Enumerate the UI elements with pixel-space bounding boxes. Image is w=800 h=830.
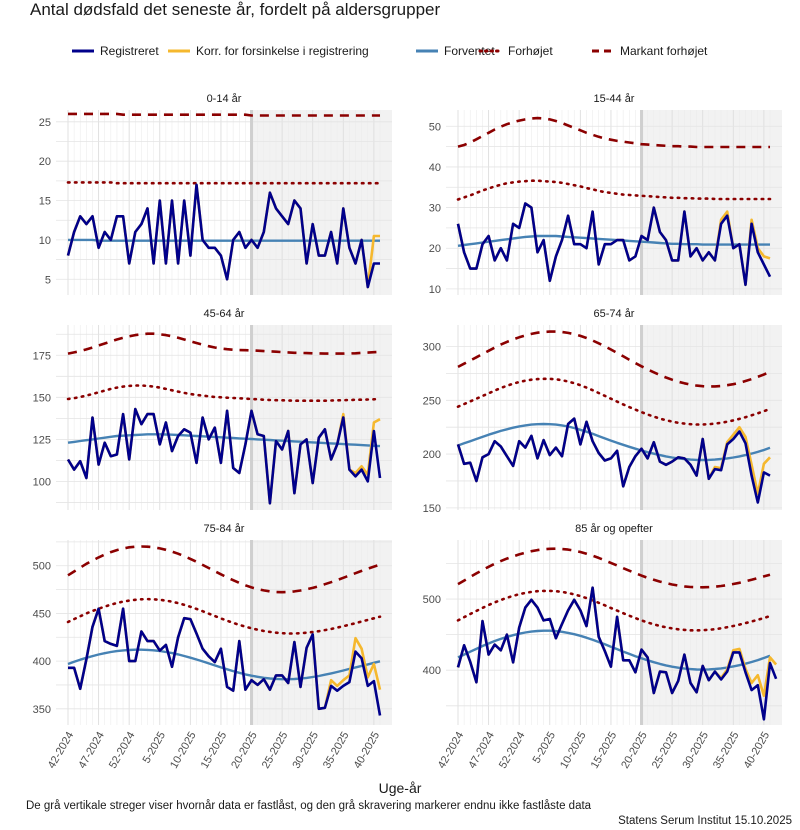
- panel-6: 85 år og opefter 400 500 42-2024 47-2024 52-2…: [423, 523, 782, 771]
- x-tick-label: 35-2025: [711, 730, 742, 771]
- series-registered: [66, 407, 382, 505]
- legend-label: Korr. for forsinkelse i registrering: [196, 44, 369, 58]
- legend-swatch: [592, 49, 614, 53]
- y-tick-label: 25: [39, 117, 51, 129]
- x-tick-label: 10-2025: [558, 730, 589, 771]
- y-tick-label: 300: [423, 342, 441, 354]
- series-elevated: [66, 181, 382, 185]
- panel-title: 0-14 år: [207, 93, 242, 105]
- series-elevated: [456, 179, 772, 201]
- x-tick-label: 52-2024: [497, 730, 528, 771]
- y-tick-label: 200: [423, 449, 441, 461]
- y-tick-label: 400: [423, 665, 441, 677]
- y-tick-label: 10: [39, 235, 51, 247]
- not-locked-shading: [641, 325, 782, 510]
- x-tick-label: 5-2025: [141, 730, 169, 766]
- x-tick-label: 42-2024: [46, 730, 77, 771]
- x-tick-label: 15-2025: [199, 730, 230, 771]
- y-tick-label: 15: [39, 196, 51, 208]
- series-elevated: [456, 377, 772, 426]
- chart-title: Antal dødsfald det seneste år, fordelt p…: [30, 0, 441, 19]
- x-tick-label: 20-2025: [619, 730, 650, 771]
- panel-5: 75-84 år 350 400 450 500 42-2024 47-2024 52-202…: [33, 523, 392, 771]
- y-tick-label: 50: [429, 121, 441, 133]
- series-elevated: [66, 597, 382, 635]
- x-tick-label: 42-2024: [436, 730, 467, 771]
- x-tick-label: 20-2025: [229, 730, 260, 771]
- series-expected: [457, 422, 771, 462]
- x-tick-label: 15-2025: [589, 730, 620, 771]
- panel-1: 0-14 år 5 10 15 20 25: [39, 93, 392, 295]
- x-tick-label: 30-2025: [290, 730, 321, 771]
- x-tick-label: 40-2025: [352, 730, 383, 771]
- y-tick-label: 350: [33, 704, 51, 716]
- panel-title: 15-44 år: [594, 93, 635, 105]
- series-registered: [66, 183, 380, 289]
- y-tick-label: 20: [39, 156, 51, 168]
- x-axis-label: Uge-år: [378, 780, 422, 796]
- legend-swatch: [478, 49, 504, 53]
- panel-title: 85 år og opefter: [575, 523, 653, 535]
- x-tick-label: 30-2025: [680, 730, 711, 771]
- x-tick-label: 5-2025: [531, 730, 559, 766]
- legend-swatch: [72, 49, 94, 53]
- series-markedly-elevated: [457, 116, 770, 149]
- y-tick-label: 150: [423, 503, 441, 515]
- x-tick-label: 40-2025: [742, 730, 773, 771]
- x-tick-label: 25-2025: [260, 730, 291, 771]
- y-tick-label: 125: [33, 434, 51, 446]
- y-tick-label: 500: [423, 594, 441, 606]
- series-markedly-elevated: [67, 545, 381, 594]
- legend-label: Registreret: [100, 44, 159, 58]
- y-tick-label: 150: [33, 392, 51, 404]
- series-registered: [68, 607, 382, 716]
- series-markedly-elevated: [68, 112, 380, 117]
- y-tick-label: 10: [429, 284, 441, 296]
- x-tick-label: 35-2025: [321, 730, 352, 771]
- legend-swatch: [416, 49, 438, 53]
- x-tick-label: 52-2024: [107, 730, 138, 771]
- legend-label: Forhøjet: [508, 44, 553, 58]
- legend-swatch: [168, 49, 190, 53]
- panel-title: 45-64 år: [204, 308, 245, 320]
- series-registered: [456, 417, 771, 504]
- x-tick-label: 10-2025: [168, 730, 199, 771]
- x-tick-label: 47-2024: [466, 730, 497, 771]
- x-tick-label: 47-2024: [76, 730, 107, 771]
- y-tick-label: 250: [423, 395, 441, 407]
- y-tick-label: 5: [45, 274, 51, 286]
- caption: De grå vertikale streger viser hvornår d…: [26, 800, 592, 812]
- panel-title: 65-74 år: [594, 308, 635, 320]
- panel-4: 65-74 år 150 200 250 300: [423, 308, 782, 515]
- series-markedly-elevated: [67, 332, 381, 355]
- series-registered: [456, 202, 772, 287]
- y-tick-label: 500: [33, 561, 51, 573]
- y-tick-label: 175: [33, 350, 51, 362]
- y-tick-label: 400: [33, 656, 51, 668]
- y-tick-label: 100: [33, 476, 51, 488]
- y-tick-label: 40: [429, 162, 441, 174]
- x-tick-label: 25-2025: [650, 730, 681, 771]
- series-markedly-elevated: [457, 330, 771, 388]
- series-markedly-elevated: [457, 547, 771, 589]
- y-tick-label: 450: [33, 608, 51, 620]
- panel-3: 45-64 år 100 125 150 175: [33, 308, 392, 510]
- series-registered: [456, 586, 778, 721]
- source-note: Statens Serum Institut 15.10.2025: [618, 815, 792, 827]
- y-tick-label: 20: [429, 243, 441, 255]
- series-elevated: [456, 589, 772, 632]
- not-locked-shading: [641, 110, 782, 295]
- legend-label: Forventet: [444, 44, 495, 58]
- legend-label: Markant forhøjet: [620, 44, 708, 58]
- panel-2: 15-44 år 10 20 30 40 50: [429, 93, 782, 296]
- panel-title: 75-84 år: [204, 523, 245, 535]
- y-tick-label: 30: [429, 203, 441, 215]
